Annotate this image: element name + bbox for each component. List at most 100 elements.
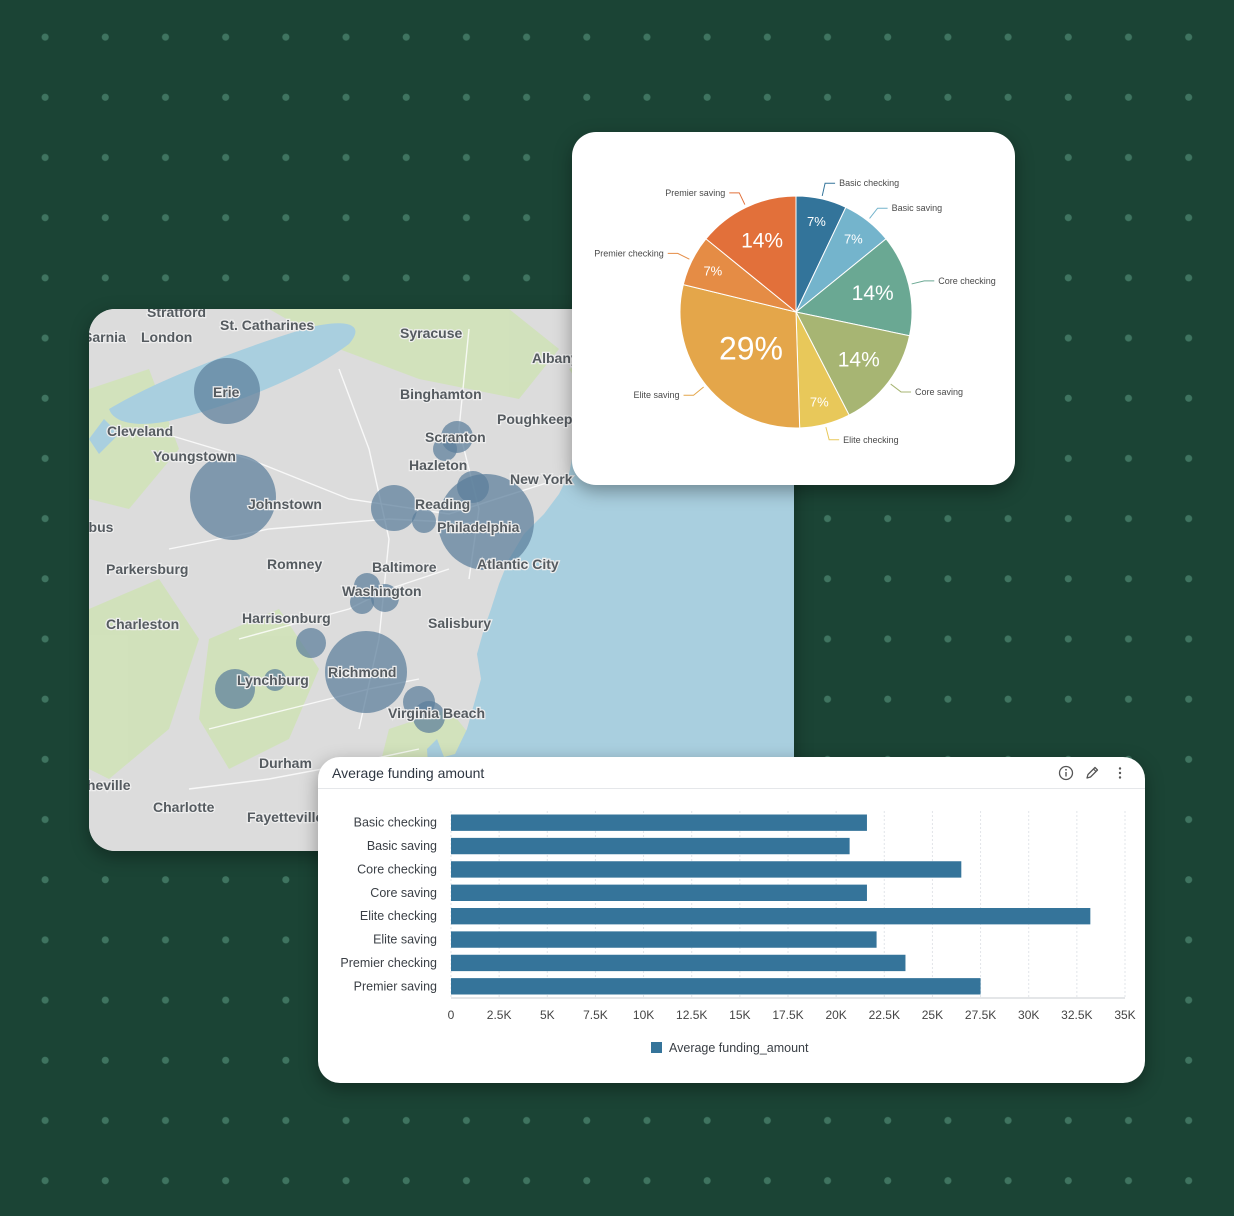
pie-percent-label: 29% [719, 331, 783, 367]
pie-chart-card[interactable]: 7% Basic checking 7% Basic saving 14% Core ch… [572, 132, 1015, 485]
legend-swatch [651, 1042, 662, 1053]
bubble-johnstown [190, 454, 276, 540]
chart-title: Average funding amount [332, 765, 485, 781]
map-label: Lynchburg [237, 672, 309, 688]
map-label: Charleston [106, 616, 179, 632]
bubble-lynchburg [264, 669, 286, 691]
pie-category-label: Basic checking [839, 178, 899, 188]
bubble-washington [371, 584, 399, 612]
map-labels: Stratford St. Catharines Sarnia London S… [89, 309, 593, 826]
x-tick-label: 17.5K [772, 1008, 803, 1022]
pie-leader-line [683, 386, 704, 396]
x-tick-label: 2.5K [487, 1008, 512, 1022]
map-label: New York [510, 471, 573, 487]
map-label: St. Catharines [220, 317, 314, 333]
pie-slice[interactable] [795, 311, 911, 416]
pie-category-label: Core checking [938, 276, 996, 286]
map-label: Youngstown [153, 448, 236, 464]
bar[interactable] [451, 931, 877, 948]
pie-slice[interactable] [705, 195, 797, 314]
map-label: Columbus [89, 519, 114, 535]
bubble-reading-small [412, 509, 436, 533]
pie-slice[interactable] [679, 284, 801, 429]
map-label: Salisbury [428, 615, 491, 631]
bar[interactable] [451, 814, 867, 831]
bubble-richmond [325, 631, 407, 713]
y-category-label: Basic saving [367, 839, 437, 853]
map-label: Baltimore [372, 559, 437, 575]
bar[interactable] [451, 954, 906, 972]
bubble-erie [194, 358, 260, 424]
bar-chart-header: Average funding amount [318, 757, 1145, 789]
bubble-harrisonburg [296, 628, 326, 658]
pie-leader-line [825, 427, 840, 441]
map-label: Erie [213, 384, 240, 400]
map-label: Syracuse [400, 325, 462, 341]
pie-leader-line [729, 192, 746, 205]
map-label: Parkersburg [106, 561, 188, 577]
map-label: Philadelphia [437, 519, 520, 535]
y-category-label: Premier checking [340, 956, 437, 970]
pie-category-label: Elite checking [843, 435, 899, 445]
pie-percent-label: 7% [844, 232, 863, 247]
legend-label[interactable]: Average funding_amount [669, 1041, 809, 1055]
bubble-virginia-beach [413, 701, 445, 733]
x-tick-label: 20K [825, 1008, 846, 1022]
map-label: Durham [259, 755, 312, 771]
pie-slice[interactable] [794, 238, 913, 337]
x-tick-label: 35K [1114, 1008, 1135, 1022]
map-label: Fayetteville [247, 809, 323, 825]
bubble-reading [371, 485, 417, 531]
x-tick-label: 32.5K [1061, 1008, 1092, 1022]
map-label: Sarnia [89, 329, 126, 345]
pie-percent-label: 7% [810, 394, 829, 409]
map-label: Albany [532, 350, 579, 366]
y-category-label: Core saving [370, 886, 437, 900]
bar[interactable] [451, 837, 850, 855]
bar-chart[interactable]: 0 2.5K 5K 7.5K 10K 12.5K 15K 17.5K 20K 22.5K 25K 27… [318, 757, 1145, 1083]
bubble-roanoke [215, 669, 255, 709]
map-label: Binghamton [400, 386, 482, 402]
map-label: Reading [415, 496, 470, 512]
bar-chart-card[interactable]: Average funding amount 0 2.5K 5K 7.5K 10K 12.… [318, 757, 1145, 1083]
pie-leader-line [890, 383, 912, 393]
map-label: Charlotte [153, 799, 215, 815]
y-category-label: Elite saving [373, 933, 437, 947]
y-category-label: Core checking [357, 862, 437, 876]
x-tick-label: 7.5K [583, 1008, 608, 1022]
x-tick-label: 15K [729, 1008, 750, 1022]
map-label: London [141, 329, 192, 345]
pie-category-label: Basic saving [892, 203, 943, 213]
more-vertical-icon[interactable] [1112, 765, 1128, 781]
pencil-icon[interactable] [1084, 765, 1100, 781]
x-tick-label: 0 [448, 1008, 455, 1022]
pie-category-label: Premier checking [594, 248, 664, 258]
map-label: Poughkeepsie [497, 411, 592, 427]
bar[interactable] [451, 861, 962, 878]
map-bubbles [190, 358, 534, 733]
x-tick-label: 5K [540, 1008, 555, 1022]
bar[interactable] [451, 884, 867, 901]
map-label: Scranton [425, 429, 486, 445]
map-label: Atlantic City [477, 556, 559, 572]
map-label: Johnstown [248, 496, 322, 512]
pie-percent-label: 14% [852, 282, 894, 305]
pie-leader-line [911, 280, 935, 285]
bar[interactable] [451, 908, 1091, 925]
x-tick-label: 25K [922, 1008, 943, 1022]
pie-chart[interactable]: 7% Basic checking 7% Basic saving 14% Core ch… [572, 132, 1015, 485]
pie-category-label: Core saving [915, 387, 963, 397]
pie-leader-line [869, 207, 888, 219]
info-icon[interactable] [1058, 765, 1074, 781]
y-category-label: Premier saving [354, 979, 437, 993]
bar[interactable] [451, 978, 981, 995]
map-label: Romney [267, 556, 322, 572]
map-label: Richmond [328, 664, 396, 680]
bubble-philadelphia [438, 474, 534, 570]
lake [89, 419, 119, 454]
bubble-washington-small [350, 590, 374, 614]
pie-percent-label: 14% [741, 229, 783, 252]
pie-category-label: Elite saving [634, 390, 680, 400]
map-label: Hazleton [409, 457, 467, 473]
x-tick-label: 12.5K [676, 1008, 707, 1022]
